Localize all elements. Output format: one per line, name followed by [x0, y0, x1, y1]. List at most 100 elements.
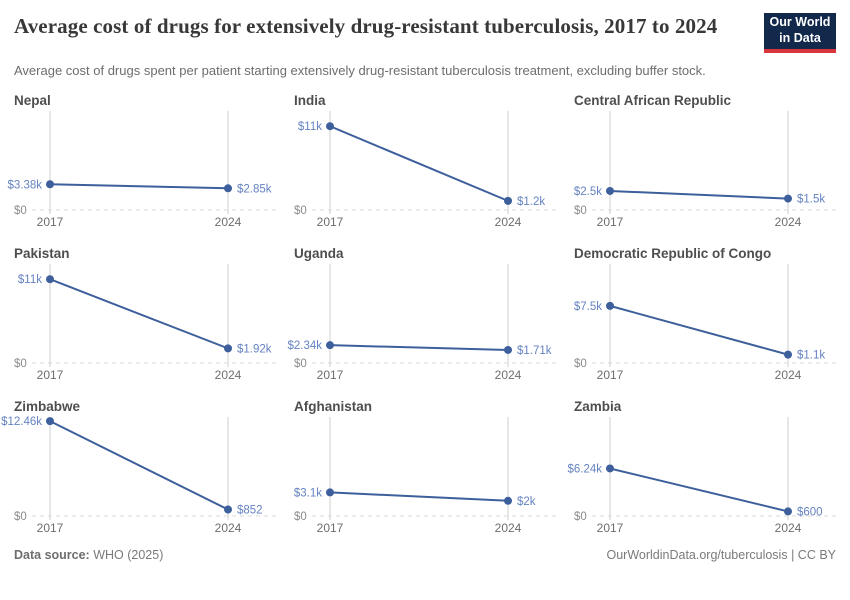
facet-cell: Uganda $2.34k $1.71k $0 2017 2024 [287, 245, 559, 382]
series-line [329, 343, 509, 351]
value-label-start: $3.1k [294, 487, 322, 499]
year-tick-label: 2024 [495, 215, 522, 229]
footer: Data source: WHO (2025) OurWorldinData.o… [14, 548, 836, 562]
value-label-start: $2.34k [287, 340, 322, 352]
year-tick-label: 2017 [317, 521, 344, 535]
facet-chart: $6.24k $600 $0 2017 2024 [567, 416, 839, 535]
zero-axis-label: $0 [14, 205, 27, 217]
owid-logo-line2: in Data [779, 31, 821, 45]
chart-subtitle: Average cost of drugs spent per patient … [14, 63, 706, 78]
series-line [329, 124, 509, 202]
series-line [609, 467, 789, 512]
zero-axis-label: $0 [294, 358, 307, 370]
data-point [224, 183, 232, 192]
data-point [46, 416, 54, 425]
value-label-end: $1.71k [517, 345, 552, 357]
data-point [606, 301, 614, 310]
facet-title: Zambia [574, 398, 622, 414]
value-label-start: $11k [18, 274, 42, 286]
zero-axis-label: $0 [294, 205, 307, 217]
series-line [49, 419, 229, 510]
year-tick-label: 2024 [215, 215, 242, 229]
year-tick-label: 2017 [37, 215, 64, 229]
header: Average cost of drugs for extensively dr… [14, 13, 836, 53]
facet-chart: $3.38k $2.85k $0 2017 2024 [7, 110, 279, 229]
year-tick-label: 2017 [37, 521, 64, 535]
value-label-end: $600 [797, 506, 823, 518]
facet-title: Nepal [14, 92, 51, 108]
zero-axis-label: $0 [574, 511, 587, 523]
value-label-end: $1.92k [237, 343, 272, 355]
year-tick-label: 2017 [317, 368, 344, 382]
value-label-start: $3.38k [7, 179, 42, 191]
facet-cell: Central African Republic $2.5k $1.5k $0 201… [574, 93, 839, 229]
facet-chart: $2.5k $1.5k $0 2017 2024 [574, 110, 839, 229]
value-label-start: $7.5k [574, 300, 602, 312]
data-point [606, 186, 614, 195]
facet-chart: $2.34k $1.71k $0 2017 2024 [287, 263, 559, 382]
facet-title: Zimbabwe [14, 398, 81, 414]
year-tick-label: 2017 [37, 368, 64, 382]
owid-link[interactable]: OurWorldinData.org/tuberculosis [606, 547, 788, 562]
data-source-value: WHO (2025) [89, 547, 164, 562]
facet-title: Uganda [294, 245, 344, 261]
series-line [329, 490, 509, 502]
facet-chart: $12.46k $852 $0 2017 2024 [1, 416, 279, 535]
facet-chart: $11k $1.92k $0 2017 2024 [14, 263, 279, 382]
series-line [49, 277, 229, 349]
year-tick-label: 2024 [495, 368, 522, 382]
data-point [784, 194, 792, 203]
value-label-end: $852 [237, 504, 263, 516]
value-label-end: $2.85k [237, 183, 272, 195]
footer-attribution: OurWorldinData.org/tuberculosis | CC BY [606, 548, 836, 562]
facet-cell: Afghanistan $3.1k $2k $0 2017 2024 [294, 399, 559, 535]
zero-axis-label: $0 [14, 358, 27, 370]
facet-title: Democratic Republic of Congo [574, 245, 772, 261]
value-label-start: $11k [298, 121, 322, 133]
facet-grid: Nepal $3.38k $2.85k $0 2017 2024 India $11k $… [1, 92, 839, 535]
year-tick-label: 2024 [495, 521, 522, 535]
value-label-end: $2k [517, 495, 536, 507]
year-tick-label: 2024 [215, 521, 242, 535]
data-point [46, 179, 54, 188]
year-tick-label: 2017 [597, 521, 624, 535]
zero-axis-label: $0 [574, 358, 587, 370]
data-point [784, 350, 792, 359]
year-tick-label: 2024 [775, 368, 802, 382]
zero-axis-label: $0 [294, 511, 307, 523]
data-point [326, 340, 334, 349]
value-label-start: $2.5k [574, 186, 602, 198]
value-label-start: $6.24k [567, 463, 602, 475]
data-point [606, 464, 614, 473]
data-point [784, 506, 792, 515]
facet-title: Pakistan [14, 245, 70, 261]
data-point [504, 345, 512, 354]
year-tick-label: 2017 [597, 368, 624, 382]
facet-chart: $11k $1.2k $0 2017 2024 [294, 110, 559, 229]
facet-title: India [294, 92, 326, 108]
year-tick-label: 2017 [317, 215, 344, 229]
facet-title: Afghanistan [294, 398, 373, 414]
owid-logo-line1: Our World [769, 15, 831, 30]
facet-cell: Nepal $3.38k $2.85k $0 2017 2024 [7, 92, 279, 229]
data-point [224, 343, 232, 352]
facet-chart: $7.5k $1.1k $0 2017 2024 [574, 263, 839, 382]
data-point [224, 505, 232, 514]
year-tick-label: 2024 [215, 368, 242, 382]
zero-axis-label: $0 [14, 511, 27, 523]
facet-cell: Democratic Republic of Congo $7.5k $1.1k $… [574, 246, 839, 382]
value-label-end: $1.1k [797, 349, 825, 361]
value-label-end: $1.2k [517, 195, 545, 207]
year-tick-label: 2024 [775, 521, 802, 535]
value-label-start: $12.46k [1, 416, 42, 428]
facet-cell: Zambia $6.24k $600 $0 2017 2024 [567, 398, 839, 535]
data-point [326, 121, 334, 130]
zero-axis-label: $0 [574, 205, 587, 217]
owid-logo: Our World in Data [764, 13, 836, 53]
facet-title: Central African Republic [574, 92, 732, 108]
data-point [46, 274, 54, 283]
facet-cell: Pakistan $11k $1.92k $0 2017 2024 [14, 246, 279, 382]
series-line [609, 304, 789, 356]
series-line [609, 189, 789, 200]
